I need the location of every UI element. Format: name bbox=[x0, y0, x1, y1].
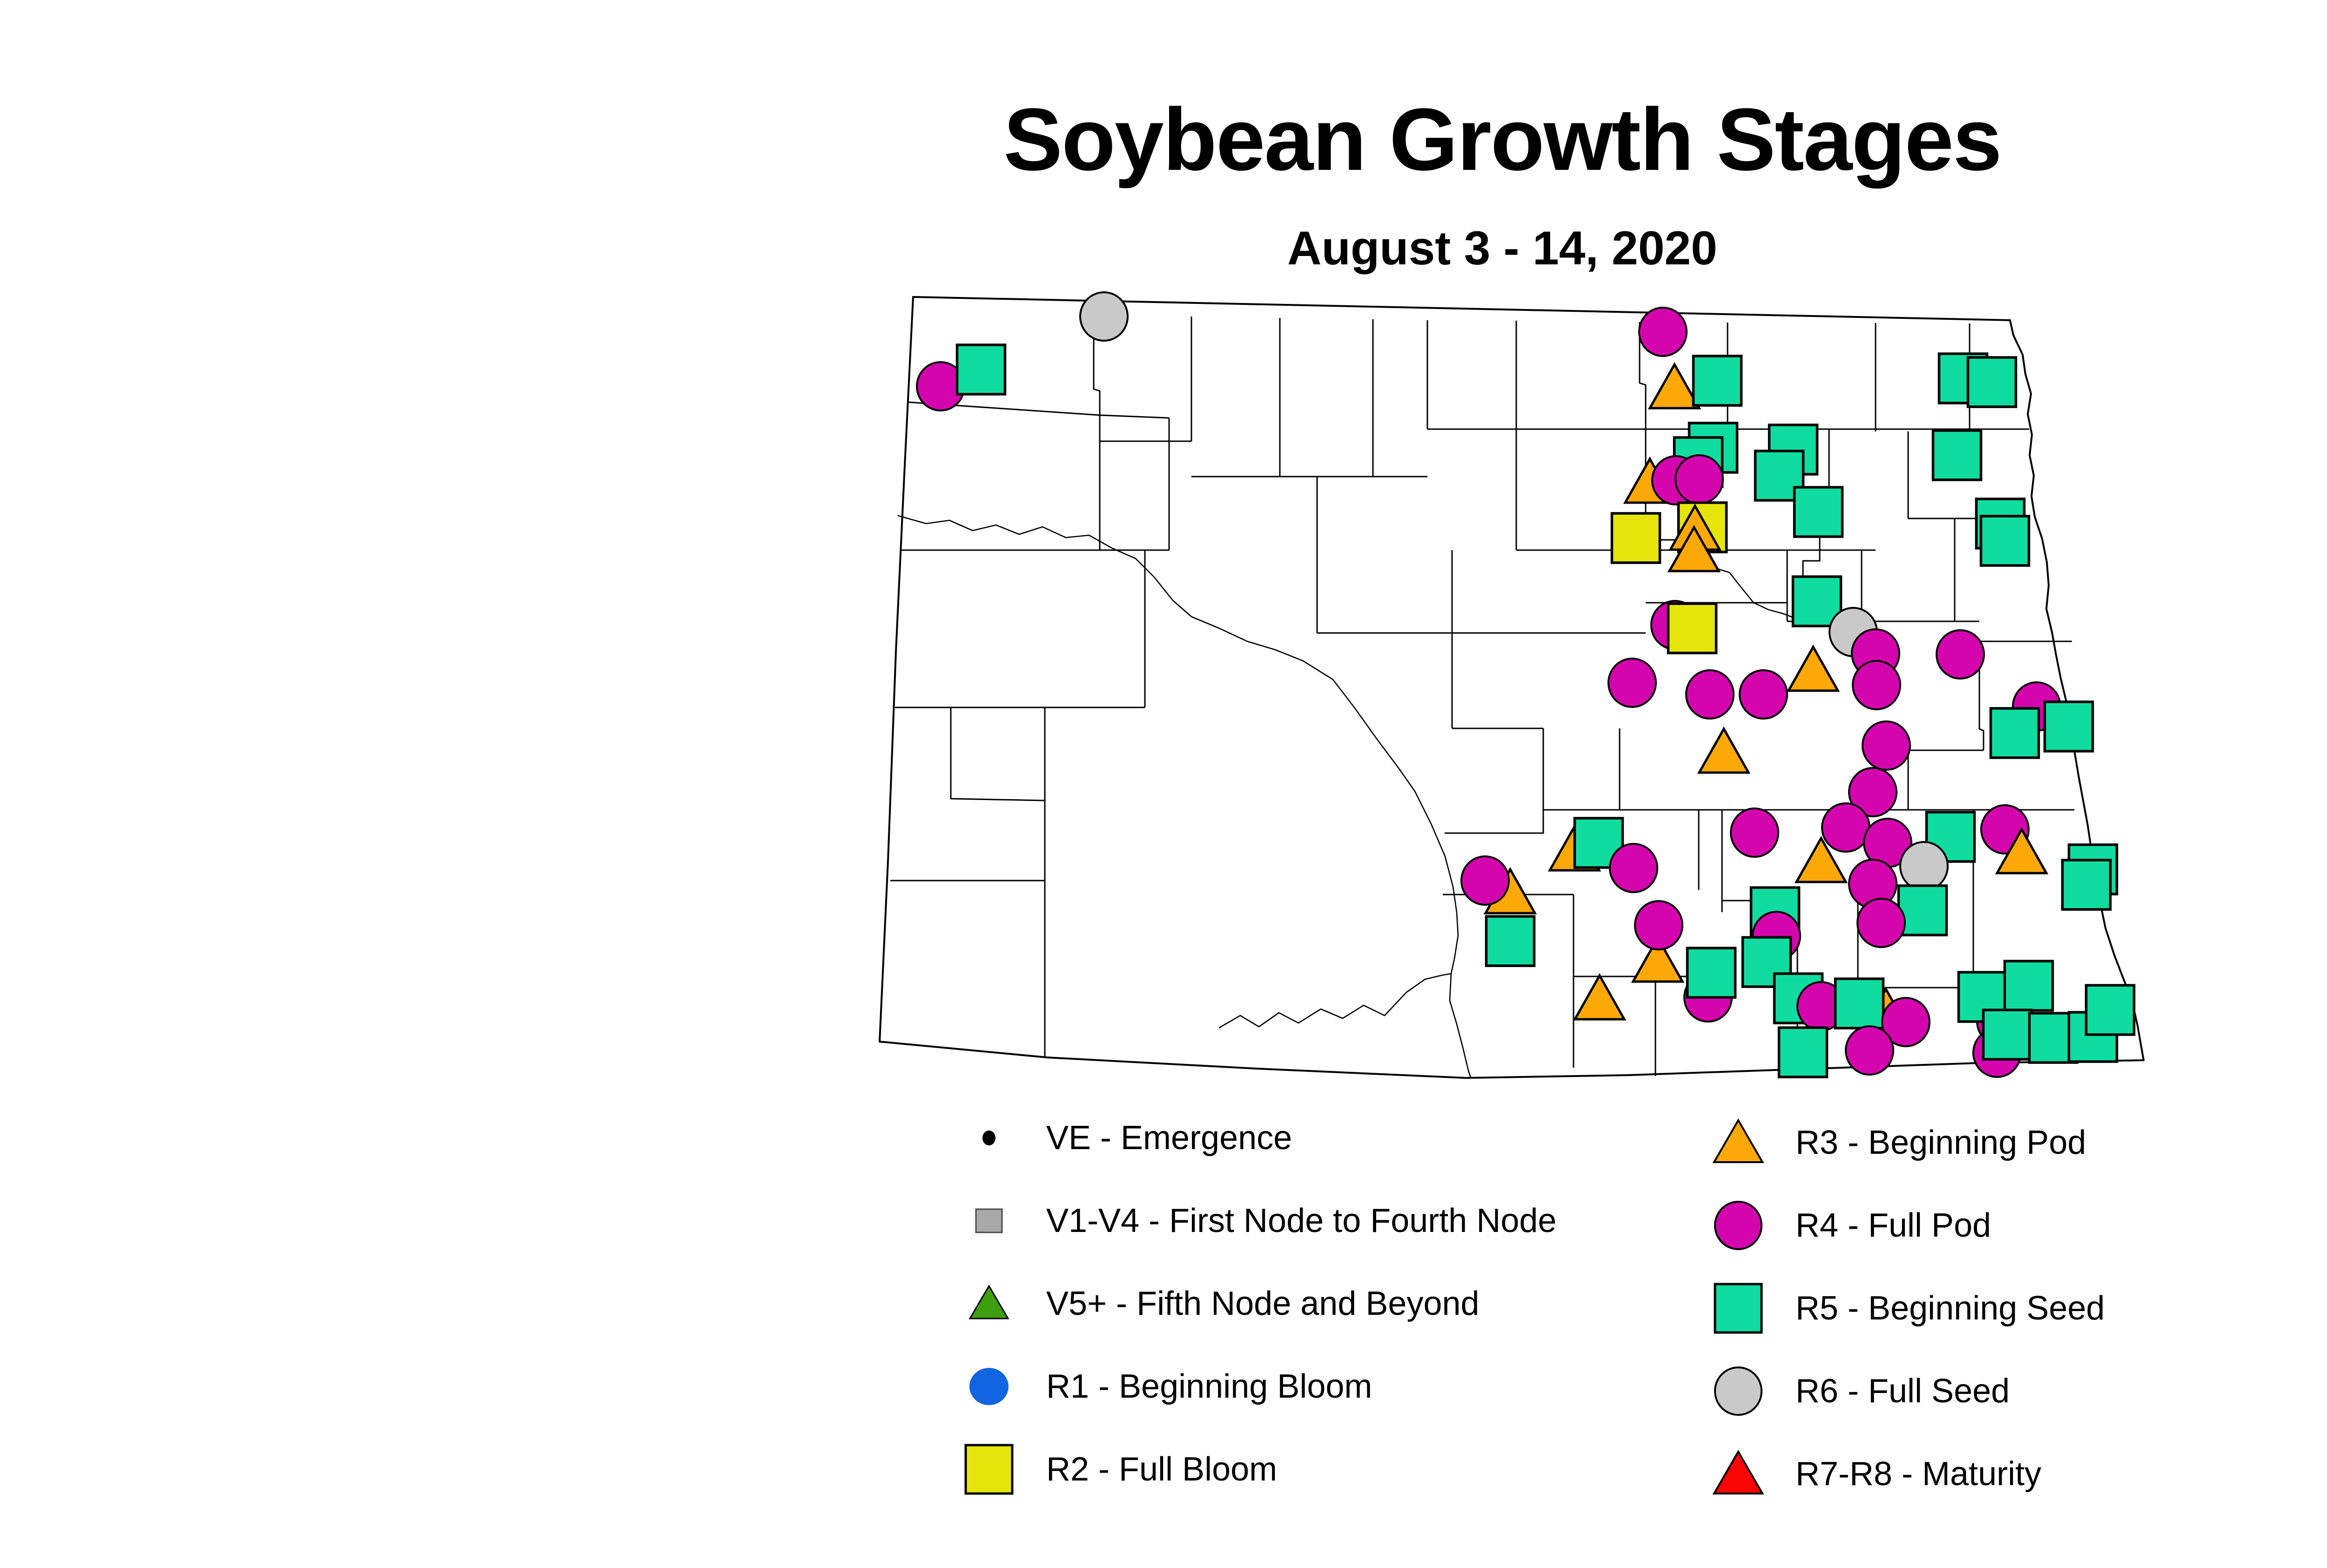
legend-label: R7-R8 - Maturity bbox=[1796, 1455, 2042, 1493]
map-marker-r4 bbox=[1638, 307, 1688, 357]
map-marker-r4 bbox=[1460, 855, 1510, 906]
map-marker-r5 bbox=[2085, 984, 2136, 1036]
cannonball-river bbox=[1218, 973, 1452, 1029]
map-marker-r5 bbox=[1897, 884, 1948, 936]
legend-label: V1-V4 - First Node to Fourth Node bbox=[1046, 1202, 1557, 1239]
map-marker-r5 bbox=[1793, 486, 1844, 538]
map-marker-r5 bbox=[1931, 429, 1983, 481]
map-marker-r4 bbox=[1685, 669, 1735, 720]
map-marker-r4 bbox=[1821, 802, 1870, 853]
map-marker-r4 bbox=[1845, 1025, 1894, 1076]
map-marker-r4 bbox=[1936, 629, 1985, 680]
map-marker-r4 bbox=[1852, 660, 1901, 710]
legend-label: VE - Emergence bbox=[1046, 1119, 1292, 1157]
map-marker-r4 bbox=[1848, 767, 1897, 817]
legend-item-r5: R5 - Beginning Seed bbox=[1699, 1267, 2105, 1350]
r5-square-icon bbox=[1699, 1271, 1778, 1346]
map-marker-r3 bbox=[1794, 835, 1848, 883]
map-marker-r4 bbox=[1609, 843, 1658, 893]
map-marker-r5 bbox=[2061, 859, 2112, 911]
map-marker-r3 bbox=[1786, 644, 1840, 692]
legend-column-left: VE - Emergence V1-V4 - First Node to Four… bbox=[949, 1097, 1556, 1511]
ve-dot-icon bbox=[949, 1101, 1029, 1175]
map-marker-r6 bbox=[1079, 291, 1129, 342]
legend-item-r6: R6 - Full Seed bbox=[1699, 1350, 2105, 1433]
legend-label: R5 - Beginning Seed bbox=[1796, 1290, 2105, 1327]
legend-column-right: R3 - Beginning Pod R4 - Full Pod R5 - Begi… bbox=[1699, 1101, 2105, 1515]
legend-label: R1 - Beginning Bloom bbox=[1046, 1368, 1372, 1405]
missouri-river bbox=[897, 515, 1472, 1078]
map-marker-r4 bbox=[1634, 900, 1683, 950]
map-marker-r5 bbox=[1989, 707, 2040, 759]
legend-item-r4: R4 - Full Pod bbox=[1699, 1184, 2105, 1267]
north-dakota-county-map bbox=[879, 291, 2145, 1079]
r2-square-icon bbox=[949, 1432, 1029, 1507]
map-marker-r4 bbox=[1862, 720, 1911, 771]
county-boundaries bbox=[890, 311, 2074, 1076]
map-marker-r5 bbox=[2003, 960, 2054, 1012]
page-title: Soybean Growth Stages bbox=[1003, 90, 2002, 189]
legend-label: R4 - Full Pod bbox=[1796, 1207, 1991, 1244]
map-marker-r5 bbox=[1834, 977, 1885, 1030]
map-marker-r3 bbox=[1631, 935, 1685, 983]
legend-label: R3 - Beginning Pod bbox=[1796, 1124, 2086, 1161]
legend-item-r1: R1 - Beginning Bloom bbox=[949, 1345, 1556, 1428]
map-marker-r3 bbox=[1995, 827, 2049, 875]
r3-triangle-icon bbox=[1699, 1105, 1778, 1180]
map-marker-r5 bbox=[1686, 947, 1737, 999]
legend-item-v5+: V5+ - Fifth Node and Beyond bbox=[949, 1262, 1556, 1345]
map-marker-r4 bbox=[1856, 898, 1906, 948]
map-marker-r5 bbox=[1485, 915, 1536, 967]
legend-label: V5+ - Fifth Node and Beyond bbox=[1046, 1285, 1480, 1322]
legend-item-r2: R2 - Full Bloom bbox=[949, 1428, 1556, 1511]
legend-label: R2 - Full Bloom bbox=[1046, 1451, 1278, 1488]
map-marker-r6 bbox=[1899, 841, 1949, 891]
map-marker-r5 bbox=[2043, 700, 2094, 753]
map-marker-r4 bbox=[1730, 808, 1779, 858]
legend-label: R6 - Full Seed bbox=[1796, 1373, 2010, 1410]
map-marker-r4 bbox=[1881, 997, 1930, 1047]
map-marker-r5 bbox=[955, 343, 1007, 396]
map-marker-r3 bbox=[1667, 525, 1721, 572]
r6-circle-icon bbox=[1699, 1354, 1778, 1428]
map-marker-r5 bbox=[1979, 515, 2031, 567]
map-marker-r4 bbox=[1675, 454, 1724, 505]
page-subtitle: August 3 - 14, 2020 bbox=[1287, 222, 1718, 275]
map-marker-r3 bbox=[1573, 973, 1627, 1021]
legend-item-ve: VE - Emergence bbox=[949, 1097, 1556, 1179]
map-marker-r2 bbox=[1610, 512, 1661, 564]
legend-item-v1-v4: V1-V4 - First Node to Fourth Node bbox=[949, 1179, 1556, 1262]
map-marker-r3 bbox=[1697, 726, 1751, 774]
map-marker-r5 bbox=[1692, 355, 1743, 407]
map-marker-r3 bbox=[1648, 362, 1702, 410]
r7-r8-triangle-icon bbox=[1699, 1437, 1778, 1511]
r1-circle-icon bbox=[949, 1349, 1029, 1424]
map-marker-r4 bbox=[1739, 669, 1788, 720]
v5+-triangle-icon bbox=[949, 1266, 1029, 1341]
map-marker-r5 bbox=[1777, 1026, 1829, 1078]
v1-v4-square-icon bbox=[949, 1184, 1029, 1258]
map-marker-r5 bbox=[1966, 356, 2018, 408]
map-marker-r5 bbox=[1982, 1009, 2033, 1061]
map-marker-r2 bbox=[1667, 602, 1718, 654]
legend-item-r3: R3 - Beginning Pod bbox=[1699, 1101, 2105, 1184]
r4-circle-icon bbox=[1699, 1188, 1778, 1263]
map-marker-r4 bbox=[1607, 658, 1657, 708]
legend-item-r7-r8: R7-R8 - Maturity bbox=[1699, 1433, 2105, 1515]
marker-layer bbox=[916, 291, 2136, 1078]
